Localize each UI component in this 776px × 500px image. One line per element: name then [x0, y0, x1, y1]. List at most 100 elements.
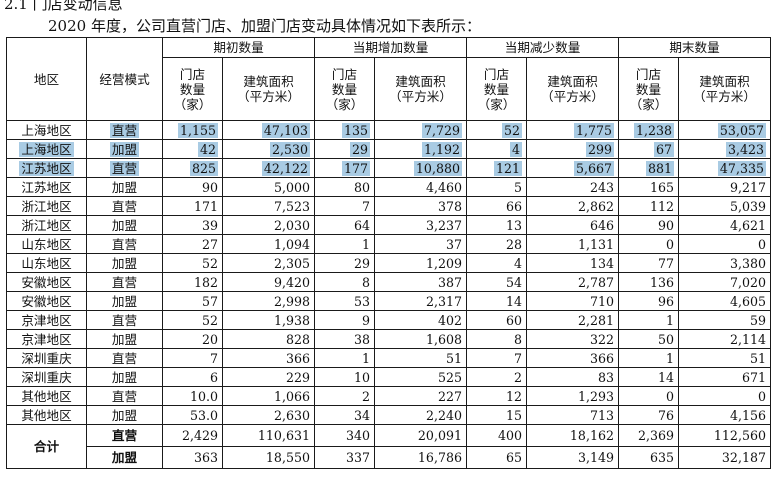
subheader-store-count: 门店 数量 （家） — [162, 57, 223, 121]
subheader-line: 数量 — [483, 81, 510, 97]
cell-value: 7 — [162, 348, 223, 368]
cell-value: 76 — [618, 405, 679, 425]
table-row: 其他地区 加盟 53.0 2,630 34 2,240 15 713 76 4,156 — [6, 405, 771, 425]
cell-value: 51 — [374, 348, 467, 368]
cell-value: 2,240 — [374, 405, 467, 425]
total-value: 400 — [466, 424, 527, 447]
subheader-line: 门店 — [483, 66, 510, 82]
cell-value: 1,131 — [526, 234, 619, 254]
cell-value: 39 — [162, 215, 223, 235]
total-value: 65 — [466, 446, 527, 469]
cell-value: 12 — [466, 386, 527, 406]
subheader-line: （平方米） — [237, 89, 300, 104]
cell-value: 2,787 — [526, 272, 619, 292]
cell-mode: 直营 — [86, 234, 163, 254]
cell-value: 29 — [314, 253, 375, 273]
table-row: 深圳重庆 直营 7 366 1 51 7 366 1 51 — [6, 348, 771, 368]
cell-value: 28 — [466, 234, 527, 254]
cell-value: 2,630 — [222, 405, 315, 425]
cell-mode: 加盟 — [86, 329, 163, 349]
total-mode: 直营 — [86, 424, 163, 447]
highlighted-text: 121 — [493, 160, 522, 176]
cell-value: 51 — [678, 348, 771, 368]
cell-value: 1,293 — [526, 386, 619, 406]
cell-region: 江苏地区 — [6, 177, 87, 197]
cell-value: 1,094 — [222, 234, 315, 254]
table-row: 山东地区 直营 27 1,094 1 37 28 1,131 0 0 — [6, 234, 771, 254]
cell-region: 其他地区 — [6, 405, 87, 425]
cell-value: 525 — [374, 367, 467, 387]
total-value: 16,786 — [374, 446, 467, 469]
cell-value: 34 — [314, 405, 375, 425]
cell-value: 1,209 — [374, 253, 467, 273]
total-value: 2,369 — [618, 424, 679, 447]
cell-region: 上海地区 — [6, 120, 87, 140]
highlighted-text: 10,880 — [413, 160, 462, 176]
cell-value: 2,305 — [222, 253, 315, 273]
cell-mode: 直营 — [86, 158, 163, 178]
cell-value: 29 — [314, 139, 375, 159]
cell-value: 0 — [678, 386, 771, 406]
cell-value: 4 — [466, 253, 527, 273]
subheader-line: 数量 — [331, 81, 358, 97]
subheader-line: 建筑面积 — [395, 74, 446, 89]
total-value: 18,162 — [526, 424, 619, 447]
cell-value: 7,523 — [222, 196, 315, 216]
subheader-line: 门店 — [331, 66, 358, 82]
subheader-line: 门店 — [179, 66, 206, 82]
cell-value: 121 — [466, 158, 527, 178]
cell-value: 5,000 — [222, 177, 315, 197]
cell-value: 1,608 — [374, 329, 467, 349]
subheader-store-count: 门店 数量 （家） — [618, 57, 679, 121]
table-row: 其他地区 直营 10.0 1,066 2 227 12 1,293 0 0 — [6, 386, 771, 406]
cell-value: 7 — [314, 196, 375, 216]
cell-value: 20 — [162, 329, 223, 349]
cell-value: 243 — [526, 177, 619, 197]
subheader-line: （家） — [477, 96, 516, 112]
cell-value: 53,057 — [678, 120, 771, 140]
total-value: 110,631 — [222, 424, 315, 447]
cell-value: 8 — [314, 272, 375, 292]
highlighted-text: 上海地区 — [19, 141, 74, 157]
cell-value: 8 — [466, 329, 527, 349]
cell-value: 10,880 — [374, 158, 467, 178]
cell-value: 1,938 — [222, 310, 315, 330]
subheader-line: 门店 — [635, 66, 662, 82]
cell-mode: 加盟 — [86, 291, 163, 311]
store-change-table: 地区 经营模式 期初数量 当期增加数量 当期减少数量 期末数量 门店 数量 （家）建… — [6, 37, 771, 469]
cell-value: 1,155 — [162, 120, 223, 140]
cell-value: 2,281 — [526, 310, 619, 330]
cell-value: 66 — [466, 196, 527, 216]
total-value: 112,560 — [678, 424, 771, 447]
cell-value: 134 — [526, 253, 619, 273]
cell-region: 浙江地区 — [6, 196, 87, 216]
cell-mode: 加盟 — [86, 177, 163, 197]
total-row: 加盟 363 18,550 337 16,786 65 3,149 635 32,187 — [7, 446, 771, 469]
highlighted-text: 直营 — [109, 160, 140, 176]
highlighted-text: 53,057 — [717, 122, 766, 138]
subheader-line: （平方米） — [693, 89, 756, 104]
subheader-line: （家） — [629, 96, 668, 112]
highlighted-text: 2,530 — [269, 141, 310, 157]
highlighted-text: 47,103 — [261, 122, 310, 138]
cell-value: 1 — [314, 348, 375, 368]
cell-value: 53.0 — [162, 405, 223, 425]
cell-value: 1,066 — [222, 386, 315, 406]
cell-value: 10.0 — [162, 386, 223, 406]
highlighted-text: 42 — [197, 141, 218, 157]
group-added: 当期增加数量 — [314, 37, 467, 58]
cell-mode: 加盟 — [86, 367, 163, 387]
cell-mode: 直营 — [86, 348, 163, 368]
cell-value: 90 — [618, 215, 679, 235]
cell-value: 52 — [162, 310, 223, 330]
cell-value: 9,420 — [222, 272, 315, 292]
cell-mode: 加盟 — [86, 405, 163, 425]
group-reduced: 当期减少数量 — [466, 37, 619, 58]
cell-value: 881 — [618, 158, 679, 178]
cell-value: 2,862 — [526, 196, 619, 216]
intro-paragraph: 2020 年度，公司直营门店、加盟门店变动具体情况如下表所示： — [48, 17, 481, 35]
highlighted-text: 67 — [653, 141, 674, 157]
cell-value: 14 — [618, 367, 679, 387]
cell-value: 112 — [618, 196, 679, 216]
highlighted-text: 7,729 — [421, 122, 462, 138]
